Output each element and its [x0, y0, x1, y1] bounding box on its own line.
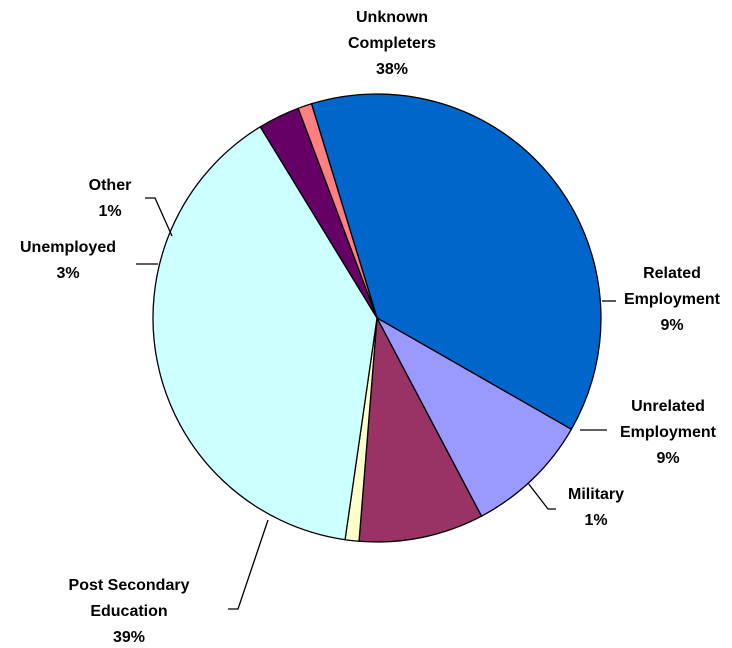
percent-label: 38% [376, 61, 408, 78]
slice-related-employment [375, 316, 573, 518]
label-related-employment: Related Employment 9% [624, 265, 721, 334]
pie-slices [152, 93, 602, 543]
leader-lines [136, 197, 616, 610]
leader-line-post-secondary-education [228, 519, 269, 610]
category-label: Education [90, 603, 167, 620]
label-unemployed: Unemployed 3% [20, 239, 116, 282]
label-unknown-completers: Unknown Completers 38% [348, 9, 436, 78]
percent-label: 9% [660, 317, 683, 334]
category-label: Employment [624, 291, 721, 308]
label-unrelated-employment: Unrelated Employment 9% [620, 398, 717, 467]
percent-label: 9% [656, 450, 679, 467]
category-label: Related [643, 265, 701, 282]
slice-labels: Unknown Completers 38%Related Employment 9%U… [20, 9, 721, 646]
category-label: Post Secondary [69, 577, 190, 594]
category-label: Military [568, 486, 624, 503]
slice-other [297, 102, 378, 319]
category-label: Unrelated [631, 398, 705, 415]
percent-label: 3% [56, 265, 79, 282]
label-military: Military 1% [568, 486, 624, 529]
percent-label: 1% [584, 512, 607, 529]
label-post-secondary-education: Post Secondary Education 39% [69, 577, 190, 646]
category-label: Other [89, 177, 132, 194]
percent-label: 1% [98, 203, 121, 220]
slice-unknown-completers [310, 93, 602, 431]
label-other: Other 1% [89, 177, 132, 220]
category-label: Unemployed [20, 239, 116, 256]
category-label: Employment [620, 424, 717, 441]
leader-line-military [527, 482, 556, 510]
slice-unrelated-employment [358, 315, 483, 543]
percent-label: 39% [113, 629, 145, 646]
leader-line-other [145, 197, 173, 237]
category-label: Completers [348, 35, 436, 52]
slice-post-secondary-education [152, 125, 378, 541]
category-label: Unknown [356, 9, 428, 26]
